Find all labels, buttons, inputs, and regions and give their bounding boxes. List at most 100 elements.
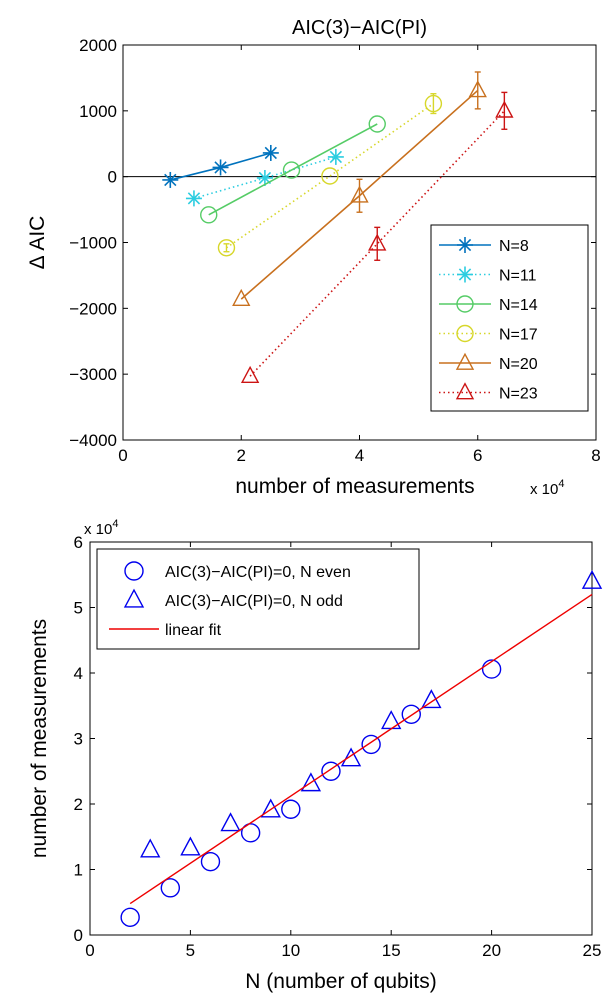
y-tick-label: 1 (74, 861, 83, 880)
chart-2: 0 5 10 15 20 25 0 1 2 3 4 5 6 N (number of qubits) num… (28, 518, 603, 993)
x-tick-label: 8 (591, 446, 600, 465)
legend-marker (456, 324, 474, 343)
data-point (260, 798, 281, 818)
data-point (401, 704, 421, 724)
legend-label: linear fit (165, 622, 222, 639)
data-point (262, 144, 279, 161)
data-point (212, 159, 229, 176)
data-point (495, 100, 514, 118)
y-tick-label: 2 (74, 795, 83, 814)
data-point (160, 878, 181, 898)
data-point (368, 115, 386, 133)
chart-1: 0 2 4 6 8 −4000 −3000 −2000 −1000 0 1000 2000 AIC(3)… (26, 17, 601, 498)
data-point (340, 747, 362, 767)
legend-marker (457, 266, 473, 283)
data-point (350, 185, 369, 203)
data-point (185, 190, 202, 207)
series-line (226, 102, 434, 249)
y-axis-label: number of measurements (28, 619, 51, 858)
data-point (217, 239, 236, 257)
y-tick-label: 2000 (79, 36, 117, 55)
legend-label: N=11 (499, 268, 537, 285)
marker-stroke (458, 238, 472, 252)
legend-box (430, 224, 589, 412)
x-tick-label: 0 (85, 941, 94, 960)
marker-stroke (258, 171, 272, 185)
legend-entry: N=23 (439, 382, 538, 403)
y-tick-label: −3000 (69, 365, 117, 384)
data-point (200, 851, 221, 872)
x-tick-label: 2 (237, 446, 246, 465)
data-point (424, 94, 443, 113)
series-aic-3-aic-pi-0-n-even (120, 659, 502, 928)
legend-label: N=8 (499, 238, 529, 255)
x-tick-label: 6 (473, 446, 482, 465)
legend-label: N=23 (499, 386, 538, 403)
series-n-11 (185, 148, 344, 207)
legend: AIC(3)−AIC(PI)=0, N even AIC(3)−AIC(PI)=0… (96, 548, 420, 650)
marker-stroke (187, 192, 201, 205)
series-n-20 (232, 71, 487, 306)
marker-stroke (329, 150, 343, 164)
data-point (361, 734, 381, 755)
legend-label: N=14 (499, 297, 538, 314)
data-point (180, 836, 201, 856)
x-exponent: x 104 (530, 478, 564, 498)
x-axis-label: number of measurements (235, 475, 474, 498)
data-point (581, 569, 603, 589)
marker-stroke (214, 161, 227, 174)
legend-marker (123, 588, 145, 608)
data-point (282, 161, 301, 179)
legend-box (96, 548, 420, 650)
legend-entry: N=17 (439, 324, 538, 344)
chart-title: AIC(3)−AIC(PI) (292, 17, 427, 39)
data-point (232, 288, 251, 306)
series-line (208, 123, 378, 216)
x-tick-label: 15 (382, 941, 401, 960)
x-tick-label: 4 (355, 446, 364, 465)
legend-label: N=20 (499, 356, 538, 373)
x-tick-label: 0 (118, 446, 127, 465)
series-linear-fit (129, 593, 593, 905)
y-axis-label: Δ AIC (26, 216, 49, 270)
data-point (327, 148, 344, 165)
series-n-17 (217, 93, 443, 257)
data-point (240, 823, 261, 843)
legend-label: N=17 (499, 327, 538, 344)
y-tick-label: 6 (74, 533, 83, 552)
marker-stroke (264, 146, 277, 160)
data-point (321, 167, 339, 185)
y-tick-label: −4000 (69, 431, 117, 450)
x-tick-label: 5 (186, 941, 195, 960)
legend-marker (457, 237, 473, 253)
data-point (300, 772, 322, 792)
legend-entry: linear fit (109, 622, 222, 639)
data-point (468, 80, 487, 98)
data-point (481, 659, 502, 679)
legend-marker (455, 352, 475, 370)
legend-entry: N=14 (439, 295, 538, 314)
legend-marker (124, 561, 144, 581)
legend-label: AIC(3)−AIC(PI)=0, N even (165, 564, 351, 581)
y-tick-label: 0 (108, 168, 117, 187)
legend-entry: N=8 (439, 237, 529, 255)
data-point (240, 365, 260, 384)
data-point (281, 799, 301, 819)
x-tick-label: 10 (281, 941, 300, 960)
y-tick-label: 4 (74, 664, 83, 683)
marker-stroke (458, 268, 472, 281)
legend-marker (455, 382, 475, 400)
legend-entry: N=11 (439, 266, 537, 285)
x-axis-label: N (number of qubits) (245, 970, 436, 993)
series-line (249, 110, 505, 377)
marker-stroke (164, 173, 177, 187)
data-point (220, 812, 241, 832)
series-n-23 (240, 91, 514, 384)
series-n-14 (200, 115, 386, 224)
data-point (140, 838, 161, 858)
y-tick-label: 0 (74, 926, 83, 945)
data-point (120, 907, 140, 928)
x-exponent-power: 4 (558, 478, 564, 490)
legend-label: AIC(3)−AIC(PI)=0, N odd (165, 593, 343, 610)
